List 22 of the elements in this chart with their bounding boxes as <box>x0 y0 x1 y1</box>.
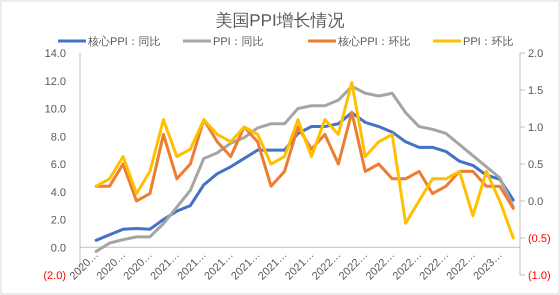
y2-tick-label: 0.0 <box>528 196 544 208</box>
y-tick-label: 0.0 <box>50 242 66 254</box>
y2-tick-label: 1.0 <box>528 122 544 134</box>
y-tick-label: 2.0 <box>50 214 66 226</box>
y-tick-label: 6.0 <box>50 159 66 171</box>
y-tick-label: 14.0 <box>44 48 66 60</box>
line-series <box>94 110 515 210</box>
y2-tick-label: 1.5 <box>528 85 544 97</box>
y-tick-label: 8.0 <box>50 131 66 144</box>
y2-tick-label: 2.0 <box>528 48 544 60</box>
legend-label: PPI：同比 <box>213 35 264 48</box>
chart-title: 美国PPI增长情况 <box>215 11 345 30</box>
y-tick-label: 12.0 <box>44 76 66 88</box>
legend-label: 核心PPI：同比 <box>87 35 161 48</box>
y2-tick-label: (0.5) <box>528 233 551 245</box>
legend-label: 核心PPI：环比 <box>337 35 411 48</box>
y-tick-label: 4.0 <box>50 186 66 199</box>
y2-tick-label: (1.0) <box>528 270 551 282</box>
legend-label: PPI：环比 <box>463 35 514 48</box>
y2-tick-label: 0.5 <box>528 159 544 171</box>
y-tick-label: (2.0) <box>43 270 66 282</box>
y-tick-label: 10.0 <box>44 104 66 116</box>
